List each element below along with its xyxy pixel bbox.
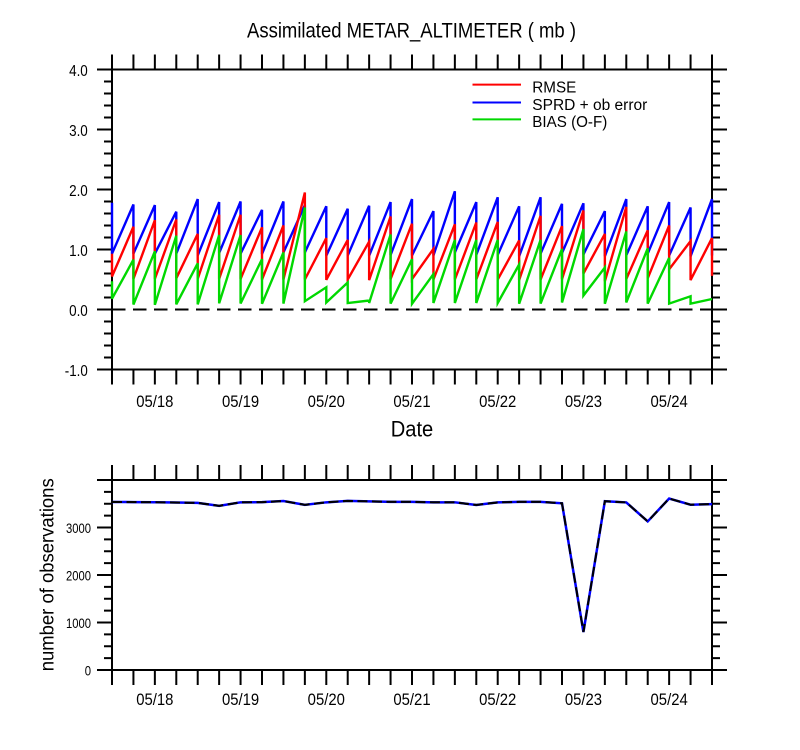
svg-text:05/22: 05/22: [479, 690, 516, 709]
svg-text:05/24: 05/24: [651, 392, 688, 411]
svg-text:1.0: 1.0: [69, 243, 88, 260]
svg-text:Assimilated METAR_ALTIMETER (: Assimilated METAR_ALTIMETER ( mb ): [247, 20, 576, 43]
svg-text:3.0: 3.0: [69, 123, 88, 140]
svg-text:0: 0: [85, 662, 91, 678]
svg-text:RMSE: RMSE: [532, 79, 576, 96]
svg-text:BIAS (O-F): BIAS (O-F): [532, 114, 607, 131]
svg-text:-1.0: -1.0: [65, 363, 88, 380]
svg-text:number of observations: number of observations: [38, 478, 59, 671]
svg-text:05/20: 05/20: [308, 392, 345, 411]
svg-text:1000: 1000: [66, 615, 91, 631]
svg-text:05/24: 05/24: [651, 690, 688, 709]
svg-text:3000: 3000: [66, 520, 91, 536]
svg-text:SPRD + ob error: SPRD + ob error: [532, 97, 647, 114]
svg-text:05/23: 05/23: [565, 690, 602, 709]
svg-text:2.0: 2.0: [69, 183, 88, 200]
svg-text:05/19: 05/19: [222, 392, 259, 411]
svg-text:05/19: 05/19: [222, 690, 259, 709]
svg-text:05/20: 05/20: [308, 690, 345, 709]
svg-text:05/18: 05/18: [136, 690, 173, 709]
svg-text:05/21: 05/21: [393, 690, 430, 709]
svg-text:0.0: 0.0: [69, 303, 88, 320]
svg-text:05/22: 05/22: [479, 392, 516, 411]
svg-text:05/18: 05/18: [136, 392, 173, 411]
svg-text:Date: Date: [391, 417, 434, 442]
svg-text:4.0: 4.0: [69, 63, 88, 80]
svg-text:2000: 2000: [66, 567, 91, 583]
svg-text:05/21: 05/21: [393, 392, 430, 411]
svg-text:05/23: 05/23: [565, 392, 602, 411]
